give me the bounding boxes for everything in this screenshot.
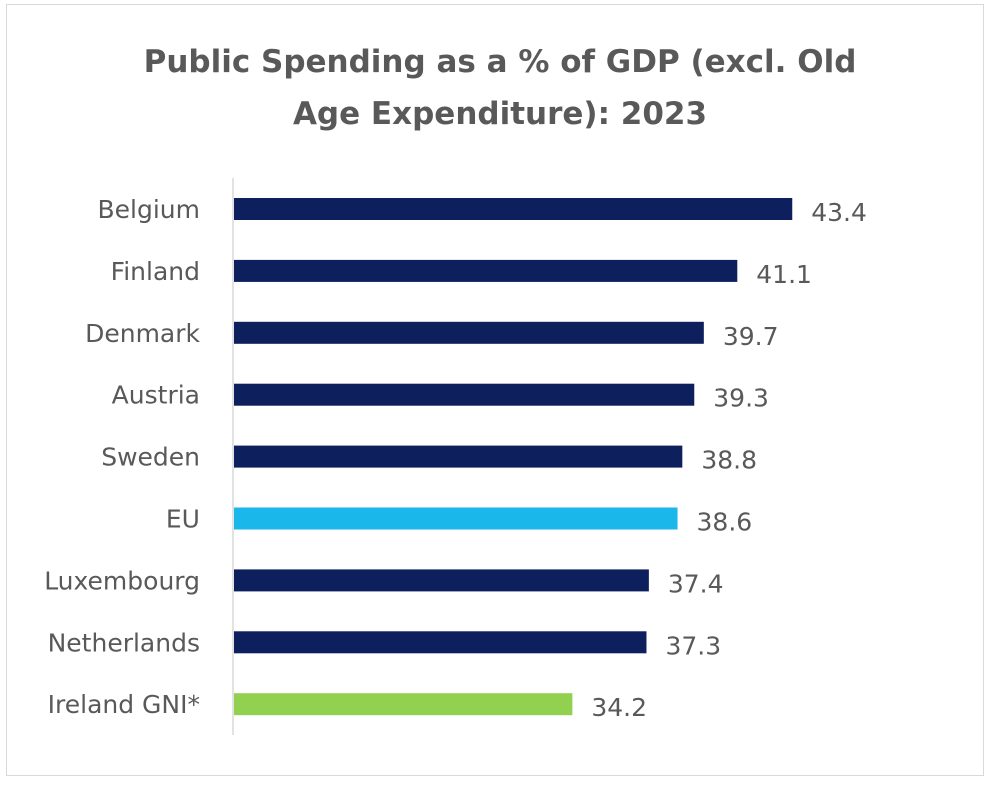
category-label: Luxembourg <box>44 566 200 595</box>
value-label: 38.6 <box>697 508 753 537</box>
bar-belgium <box>234 198 793 220</box>
value-label: 37.4 <box>668 569 724 598</box>
bar-netherlands <box>234 631 647 654</box>
category-label: Finland <box>111 257 200 286</box>
bar-luxembourg <box>234 569 649 592</box>
category-label: EU <box>166 505 200 534</box>
chart-title: Public Spending as a % of GDP (excl. Old… <box>0 36 1000 140</box>
bar-austria <box>234 383 695 406</box>
category-label: Sweden <box>101 443 200 472</box>
value-label: 38.8 <box>701 446 757 475</box>
bar-finland <box>234 259 738 282</box>
bar-sweden <box>234 445 683 468</box>
category-label: Netherlands <box>48 628 200 657</box>
category-label: Denmark <box>85 319 200 348</box>
value-label: 43.4 <box>811 198 867 227</box>
category-label: Belgium <box>98 195 201 224</box>
value-label: 39.3 <box>713 384 769 413</box>
category-label: Austria <box>112 381 200 410</box>
value-label: 39.7 <box>723 322 779 351</box>
bar-denmark <box>234 321 704 344</box>
value-label: 41.1 <box>756 260 812 289</box>
value-label: 34.2 <box>591 693 647 722</box>
chart-title-line-1: Public Spending as a % of GDP (excl. Old <box>143 44 857 80</box>
category-label: Ireland GNI* <box>48 690 200 719</box>
chart-title-line-2: Age Expenditure): 2023 <box>292 96 708 132</box>
bar-eu <box>234 507 678 530</box>
bar-ireland-gni <box>234 693 573 716</box>
value-label: 37.3 <box>665 631 721 660</box>
